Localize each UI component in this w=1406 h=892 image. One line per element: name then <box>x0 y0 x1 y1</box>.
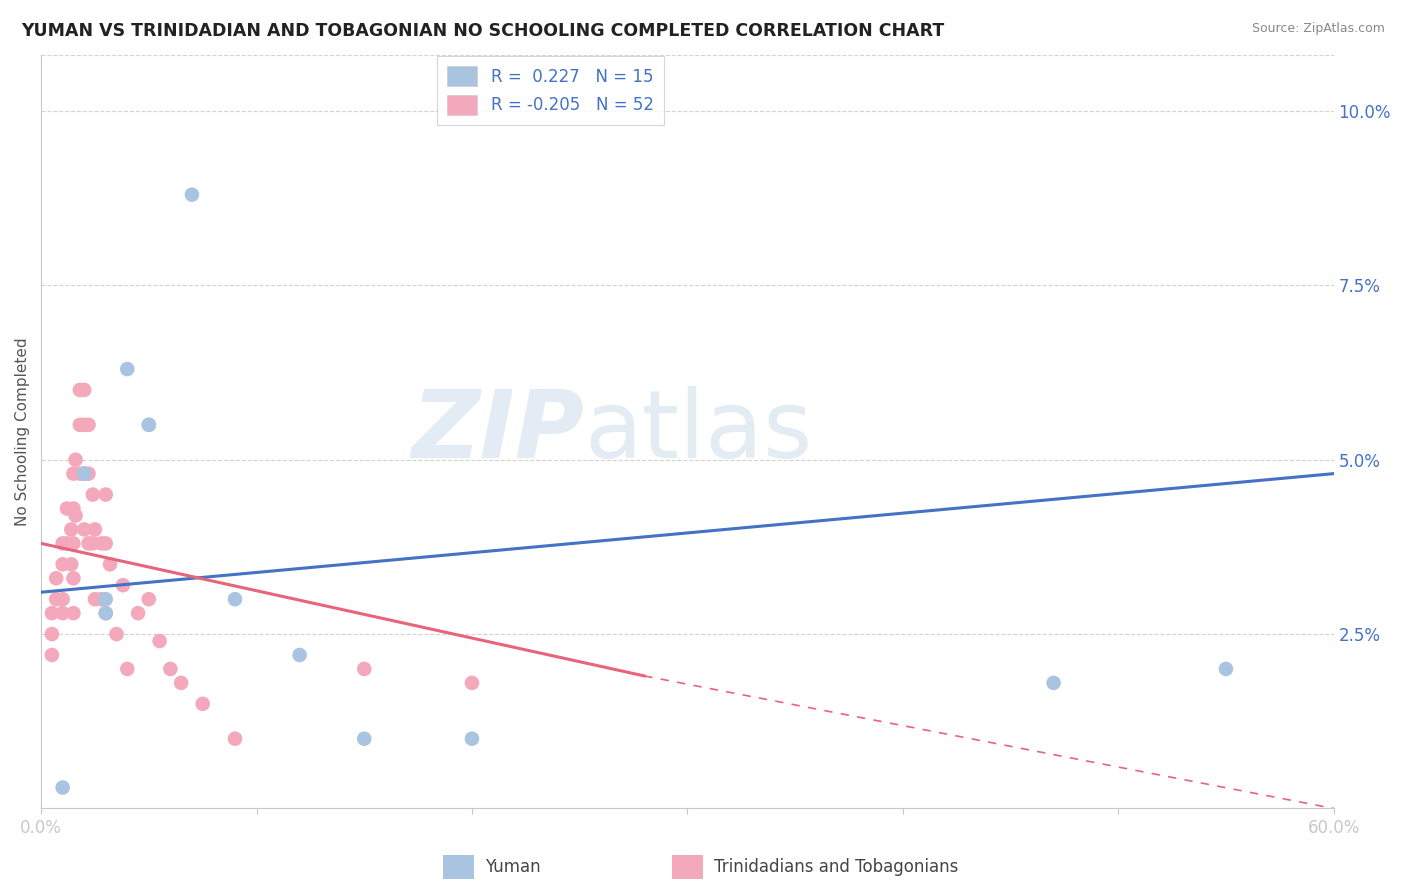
Text: atlas: atlas <box>583 386 813 478</box>
Point <box>127 606 149 620</box>
Point <box>84 592 107 607</box>
Point <box>73 467 96 481</box>
Point <box>191 697 214 711</box>
Point <box>94 536 117 550</box>
Text: YUMAN VS TRINIDADIAN AND TOBAGONIAN NO SCHOOLING COMPLETED CORRELATION CHART: YUMAN VS TRINIDADIAN AND TOBAGONIAN NO S… <box>21 22 945 40</box>
Point <box>82 487 104 501</box>
Text: ZIP: ZIP <box>411 386 583 478</box>
Point <box>56 501 79 516</box>
Point <box>224 592 246 607</box>
Point <box>73 417 96 432</box>
Point <box>69 417 91 432</box>
Point <box>65 452 87 467</box>
Point <box>288 648 311 662</box>
Text: Yuman: Yuman <box>485 858 541 876</box>
Point <box>117 362 139 376</box>
Point <box>117 662 139 676</box>
Point <box>159 662 181 676</box>
Point <box>94 606 117 620</box>
Point <box>353 731 375 746</box>
Point <box>73 523 96 537</box>
Point <box>69 467 91 481</box>
Point <box>170 676 193 690</box>
Point <box>73 383 96 397</box>
Point <box>73 467 96 481</box>
Point <box>52 592 75 607</box>
Point <box>52 558 75 572</box>
Text: Source: ZipAtlas.com: Source: ZipAtlas.com <box>1251 22 1385 36</box>
Point <box>138 417 160 432</box>
Point <box>62 536 84 550</box>
Point <box>52 536 75 550</box>
Point <box>77 467 100 481</box>
Point <box>94 592 117 607</box>
Point <box>45 592 67 607</box>
Point <box>60 523 83 537</box>
Point <box>52 780 75 795</box>
Point <box>1042 676 1064 690</box>
Point <box>224 731 246 746</box>
Point <box>353 662 375 676</box>
Point <box>138 417 160 432</box>
Point <box>77 536 100 550</box>
Point <box>41 606 63 620</box>
Point <box>62 501 84 516</box>
Point <box>1215 662 1237 676</box>
Point <box>62 606 84 620</box>
Point <box>94 606 117 620</box>
Point <box>45 571 67 585</box>
Y-axis label: No Schooling Completed: No Schooling Completed <box>15 337 30 526</box>
Point <box>41 648 63 662</box>
Text: Trinidadians and Tobagonians: Trinidadians and Tobagonians <box>714 858 959 876</box>
Point <box>65 508 87 523</box>
Point <box>180 187 202 202</box>
Point <box>73 467 96 481</box>
Point <box>90 536 112 550</box>
Point <box>98 558 121 572</box>
Point <box>77 417 100 432</box>
Point <box>105 627 128 641</box>
Point <box>461 676 484 690</box>
Point <box>82 536 104 550</box>
Point <box>461 731 484 746</box>
Point <box>69 383 91 397</box>
Point <box>138 592 160 607</box>
Point <box>41 627 63 641</box>
Point <box>60 558 83 572</box>
Point <box>84 523 107 537</box>
Point <box>90 592 112 607</box>
Legend: R =  0.227   N = 15, R = -0.205   N = 52: R = 0.227 N = 15, R = -0.205 N = 52 <box>437 56 664 125</box>
Point <box>62 571 84 585</box>
Point <box>56 536 79 550</box>
Point <box>62 467 84 481</box>
Point <box>94 487 117 501</box>
Point <box>149 634 172 648</box>
Point <box>52 606 75 620</box>
Point <box>111 578 134 592</box>
